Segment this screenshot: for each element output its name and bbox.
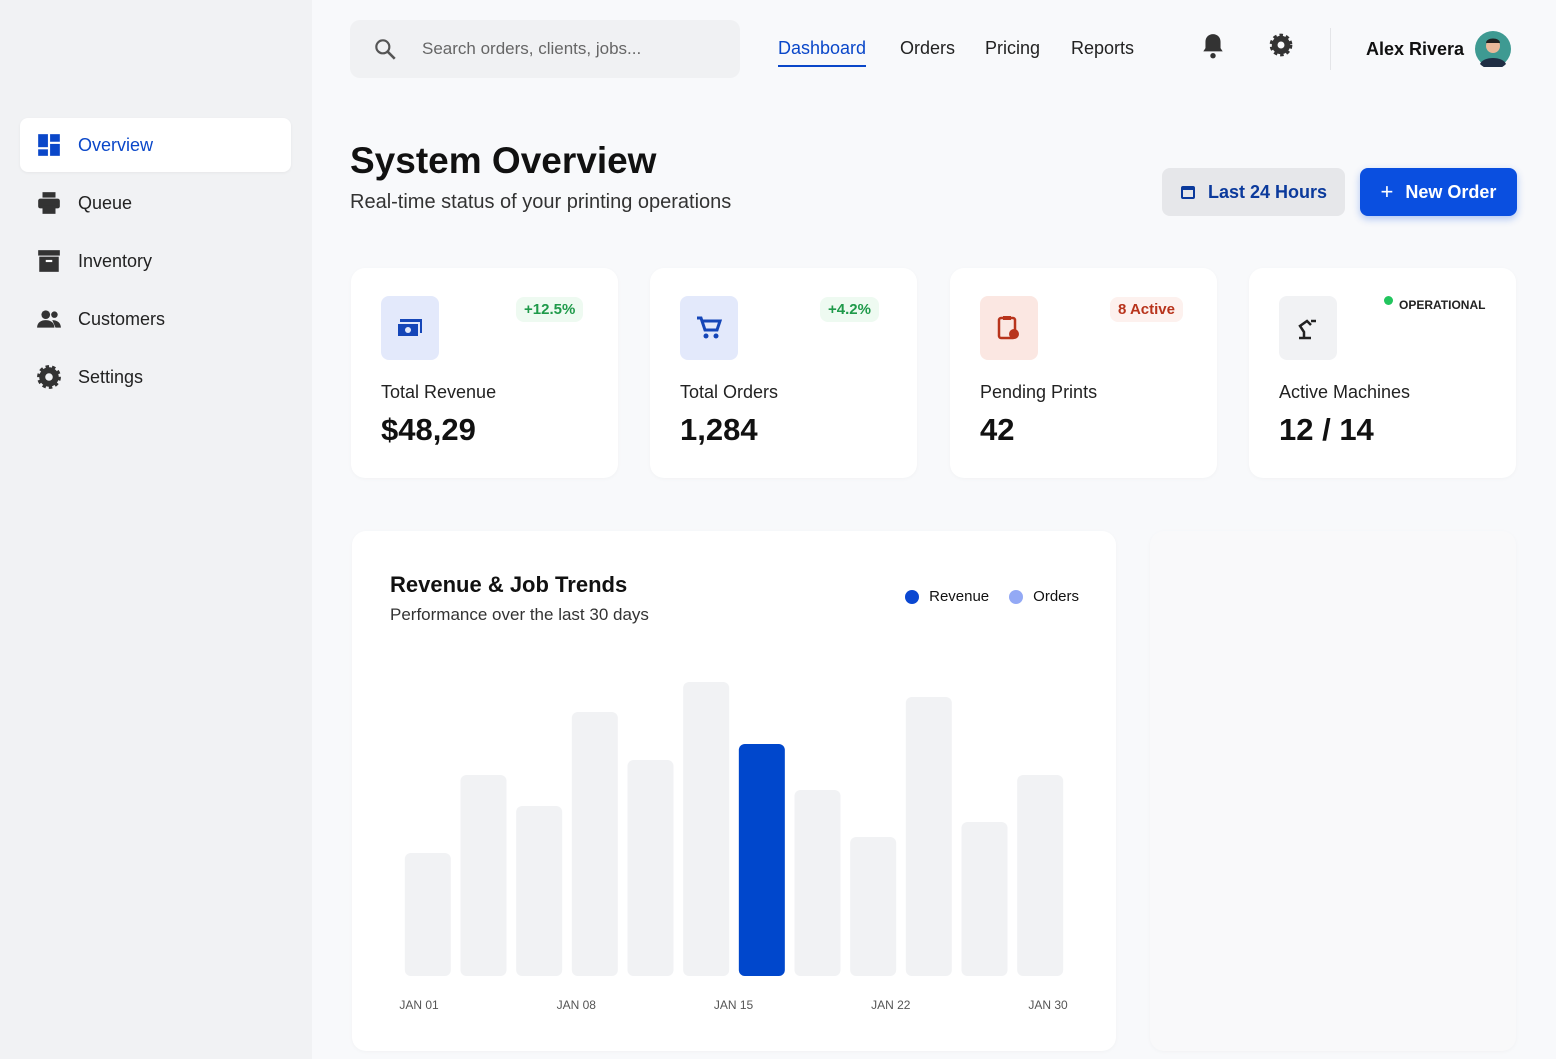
x-label: JAN 30	[1028, 998, 1068, 1012]
bar	[571, 712, 618, 976]
nav-label: Settings	[78, 366, 144, 387]
divider	[1330, 28, 1331, 70]
legend-item: Orders	[1009, 588, 1079, 605]
legend: Revenue Orders	[905, 588, 1079, 605]
bar	[683, 682, 730, 976]
legend-label: Orders	[1033, 588, 1079, 605]
button-label: New Order	[1405, 181, 1497, 202]
bar	[850, 837, 897, 976]
nav-item[interactable]: Overview	[20, 118, 291, 172]
bar	[516, 806, 563, 976]
bell-icon[interactable]	[1200, 32, 1226, 60]
bar	[460, 775, 507, 976]
bar	[404, 853, 451, 976]
stat-badge: OPERATIONAL	[1399, 298, 1486, 312]
x-label: JAN 15	[713, 998, 754, 1012]
stat-badge: +4.2%	[820, 297, 879, 322]
icon	[38, 250, 60, 272]
search-box[interactable]: Search orders, clients, jobs...	[350, 20, 740, 78]
x-label: JAN 22	[871, 998, 911, 1012]
status-dot	[1384, 296, 1393, 305]
stat-icon	[1279, 296, 1337, 360]
bar	[905, 697, 952, 976]
bar	[1017, 775, 1064, 976]
stat-label: Total Orders	[680, 382, 779, 402]
icon	[38, 134, 60, 156]
bar	[961, 822, 1008, 976]
side-panel	[1150, 531, 1516, 1051]
new-order-button[interactable]: + New Order	[1360, 168, 1517, 216]
icon	[37, 310, 61, 328]
nav-item[interactable]: Customers	[20, 292, 291, 346]
top-nav-link[interactable]: Reports	[1071, 38, 1135, 58]
legend-swatch	[1009, 589, 1024, 604]
bar	[627, 760, 674, 976]
top-nav-link[interactable]: Pricing	[985, 38, 1041, 58]
stat-icon	[381, 296, 439, 360]
icon	[38, 192, 60, 214]
stat-icon	[680, 296, 738, 360]
avatar[interactable]	[1475, 31, 1511, 67]
x-label: JAN 01	[399, 998, 439, 1012]
stat-value: 42	[980, 412, 1015, 447]
top-nav-link[interactable]: Orders	[900, 38, 956, 58]
legend-item: Revenue	[905, 588, 989, 605]
stat-label: Active Machines	[1279, 382, 1411, 402]
sidebar: Overview Queue Inventory Customers Setti…	[0, 0, 312, 1059]
stat-badge: 8 Active	[1110, 297, 1183, 322]
nav-item[interactable]: Queue	[20, 176, 291, 230]
stat-card: Active Machines 12 / 14	[1249, 268, 1516, 478]
icon	[396, 319, 422, 338]
icon	[697, 316, 722, 339]
stat-label: Pending Prints	[980, 382, 1098, 402]
range-button[interactable]: Last 24 Hours	[1162, 168, 1345, 216]
calendar-icon	[1180, 186, 1195, 199]
icon	[1298, 319, 1316, 340]
nav-item[interactable]: Inventory	[20, 234, 291, 288]
icon	[37, 365, 61, 389]
chart-subtitle: Performance over the last 30 days	[390, 605, 649, 624]
nav-label: Queue	[78, 192, 133, 213]
user-name: Alex Rivera	[1366, 39, 1465, 59]
stat-label: Total Revenue	[381, 382, 497, 402]
nav-label: Overview	[78, 134, 154, 155]
nav-item[interactable]: Settings	[20, 350, 291, 404]
page-title: System Overview	[350, 140, 657, 181]
legend-label: Revenue	[929, 588, 990, 605]
top-nav-link[interactable]: Dashboard	[778, 38, 867, 67]
search-placeholder: Search orders, clients, jobs...	[422, 39, 642, 58]
bar	[794, 790, 841, 976]
chart-title: Revenue & Job Trends	[390, 572, 628, 597]
plus-icon: +	[1380, 179, 1394, 204]
bar	[738, 744, 785, 976]
stat-value: 1,284	[680, 412, 758, 447]
legend-swatch	[905, 589, 920, 604]
nav-label: Customers	[78, 308, 166, 329]
nav-label: Inventory	[78, 250, 153, 271]
stat-value: 12 / 14	[1279, 412, 1374, 447]
stat-value: $48,29	[381, 412, 476, 447]
button-label: Last 24 Hours	[1207, 181, 1328, 202]
page-subtitle: Real-time status of your printing operat…	[350, 191, 732, 213]
stat-badge: +12.5%	[516, 297, 584, 322]
settings-icon[interactable]	[1268, 32, 1294, 58]
x-label: JAN 08	[556, 998, 596, 1012]
stat-icon	[980, 296, 1038, 360]
icon	[997, 316, 1019, 340]
search-icon	[375, 39, 396, 60]
